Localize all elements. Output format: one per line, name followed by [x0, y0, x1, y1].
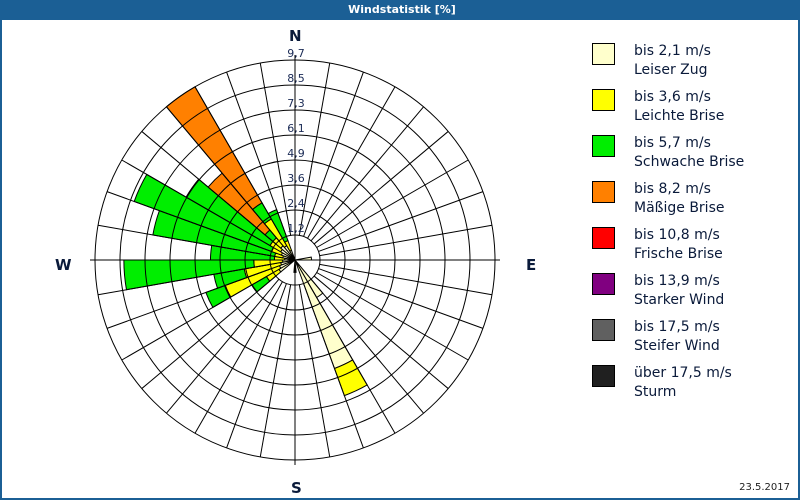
grid-spoke [316, 159, 469, 248]
legend-speed: über 17,5 m/s [634, 365, 732, 381]
date-label: 23.5.2017 [739, 482, 790, 493]
grid-spoke [310, 278, 424, 414]
legend-label: Schwache Brise [634, 154, 745, 170]
radial-tick-label: 9,7 [287, 47, 305, 60]
grid-spoke [194, 281, 283, 434]
grid-spoke [307, 281, 396, 434]
window-title: Windstatistik [%] [2, 0, 800, 20]
radial-tick-label: 2,4 [287, 197, 305, 210]
compass-south-label: S [291, 479, 302, 497]
grid-spoke [106, 268, 272, 329]
grid-spoke [194, 86, 283, 239]
legend-swatch [592, 273, 615, 295]
radial-tick-label: 4,9 [287, 147, 305, 160]
grid-spoke [319, 224, 493, 257]
legend-swatch [592, 319, 615, 341]
grid-spoke [259, 62, 292, 236]
grid-spoke [318, 268, 484, 329]
grid-spoke [259, 284, 292, 458]
grid-spoke [166, 106, 280, 242]
grid-spoke [97, 263, 271, 296]
legend-speed: bis 5,7 m/s [634, 135, 711, 151]
grid-spoke [166, 278, 280, 414]
legend-speed: bis 17,5 m/s [634, 319, 720, 335]
legend-speed: bis 10,8 m/s [634, 227, 720, 243]
grid-spoke [313, 275, 449, 389]
grid-spoke [303, 283, 364, 449]
grid-spoke [303, 71, 364, 237]
grid-spoke [298, 284, 331, 458]
wind-rose-chart: 1,2 2,4 3,6 4,9 6,1 7,3 8,5 9,7 [90, 47, 500, 465]
grid-spoke [97, 224, 271, 257]
legend-swatch [592, 227, 615, 249]
legend-swatch [592, 181, 615, 203]
compass-east-label: E [526, 256, 537, 274]
grid-spoke [141, 275, 277, 389]
radial-tick-label: 3,6 [287, 172, 305, 185]
legend-label: Steifer Wind [634, 338, 720, 354]
grid-spoke [298, 62, 331, 236]
grid-spoke [106, 191, 272, 252]
legend-label: Leiser Zug [634, 62, 708, 78]
grid-spoke [319, 263, 493, 296]
grid-spoke [226, 71, 287, 237]
legend-speed: bis 13,9 m/s [634, 273, 720, 289]
grid-spoke [313, 131, 449, 245]
radial-tick-label: 8,5 [287, 72, 305, 85]
radial-tick-label: 7,3 [287, 97, 305, 110]
legend-speed: bis 2,1 m/s [634, 43, 711, 59]
legend-swatch [592, 135, 615, 157]
legend-swatch [592, 89, 615, 111]
grid-spoke [141, 131, 277, 245]
compass-west-label: W [55, 256, 72, 274]
compass-north-label: N [289, 27, 302, 45]
legend-label: Sturm [634, 384, 677, 400]
legend-label: Leichte Brise [634, 108, 725, 124]
legend-label: Frische Brise [634, 246, 723, 262]
grid-spoke [226, 283, 287, 449]
grid-spoke [316, 272, 469, 361]
legend-swatch [592, 365, 615, 387]
radial-tick-label: 6,1 [287, 122, 305, 135]
radial-tick-label: 1,2 [287, 222, 305, 235]
grid-spoke [310, 106, 424, 242]
legend-label: Starker Wind [634, 292, 725, 308]
legend-speed: bis 8,2 m/s [634, 181, 711, 197]
legend-swatch [592, 43, 615, 65]
legend-label: Mäßige Brise [634, 200, 725, 216]
grid-spoke [121, 272, 274, 361]
legend-speed: bis 3,6 m/s [634, 89, 711, 105]
grid-spoke [318, 191, 484, 252]
grid-spoke [121, 159, 274, 248]
grid-spoke [307, 86, 396, 239]
